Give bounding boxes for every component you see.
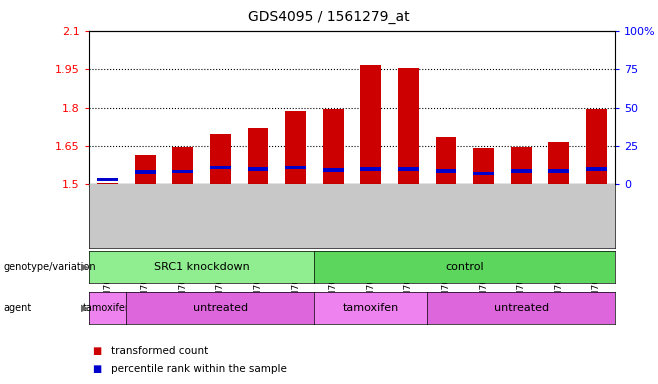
Bar [436, 169, 457, 173]
Bar [135, 155, 155, 184]
Text: percentile rank within the sample: percentile rank within the sample [111, 364, 286, 374]
Bar [511, 147, 532, 184]
Text: SRC1 knockdown: SRC1 knockdown [154, 262, 249, 272]
Bar [172, 170, 193, 173]
Bar [511, 169, 532, 173]
Bar [172, 147, 193, 184]
Text: control: control [445, 262, 484, 272]
Bar [97, 183, 118, 184]
Text: tamoxifen: tamoxifen [83, 303, 132, 313]
Bar [247, 167, 268, 171]
Bar [210, 134, 231, 184]
Text: tamoxifen: tamoxifen [343, 303, 399, 313]
Bar [210, 166, 231, 169]
Text: ▶: ▶ [80, 262, 88, 272]
Bar [323, 168, 343, 172]
Text: agent: agent [3, 303, 32, 313]
Bar [549, 142, 569, 184]
Text: genotype/variation: genotype/variation [3, 262, 96, 272]
Bar [97, 178, 118, 181]
Bar [398, 68, 418, 184]
Bar [473, 172, 494, 175]
Text: untreated: untreated [193, 303, 248, 313]
Text: GDS4095 / 1561279_at: GDS4095 / 1561279_at [248, 10, 410, 23]
Bar [436, 137, 457, 184]
Bar [549, 169, 569, 173]
Text: ■: ■ [92, 346, 101, 356]
Bar [398, 167, 418, 171]
Bar [135, 170, 155, 174]
Bar [586, 167, 607, 171]
Bar [286, 166, 306, 169]
Text: ■: ■ [92, 364, 101, 374]
Bar [361, 65, 381, 184]
Bar [323, 109, 343, 184]
Text: transformed count: transformed count [111, 346, 208, 356]
Bar [286, 111, 306, 184]
Bar [586, 109, 607, 184]
Text: untreated: untreated [494, 303, 549, 313]
Bar [473, 149, 494, 184]
Bar [361, 167, 381, 171]
Text: ▶: ▶ [80, 303, 88, 313]
Bar [247, 128, 268, 184]
